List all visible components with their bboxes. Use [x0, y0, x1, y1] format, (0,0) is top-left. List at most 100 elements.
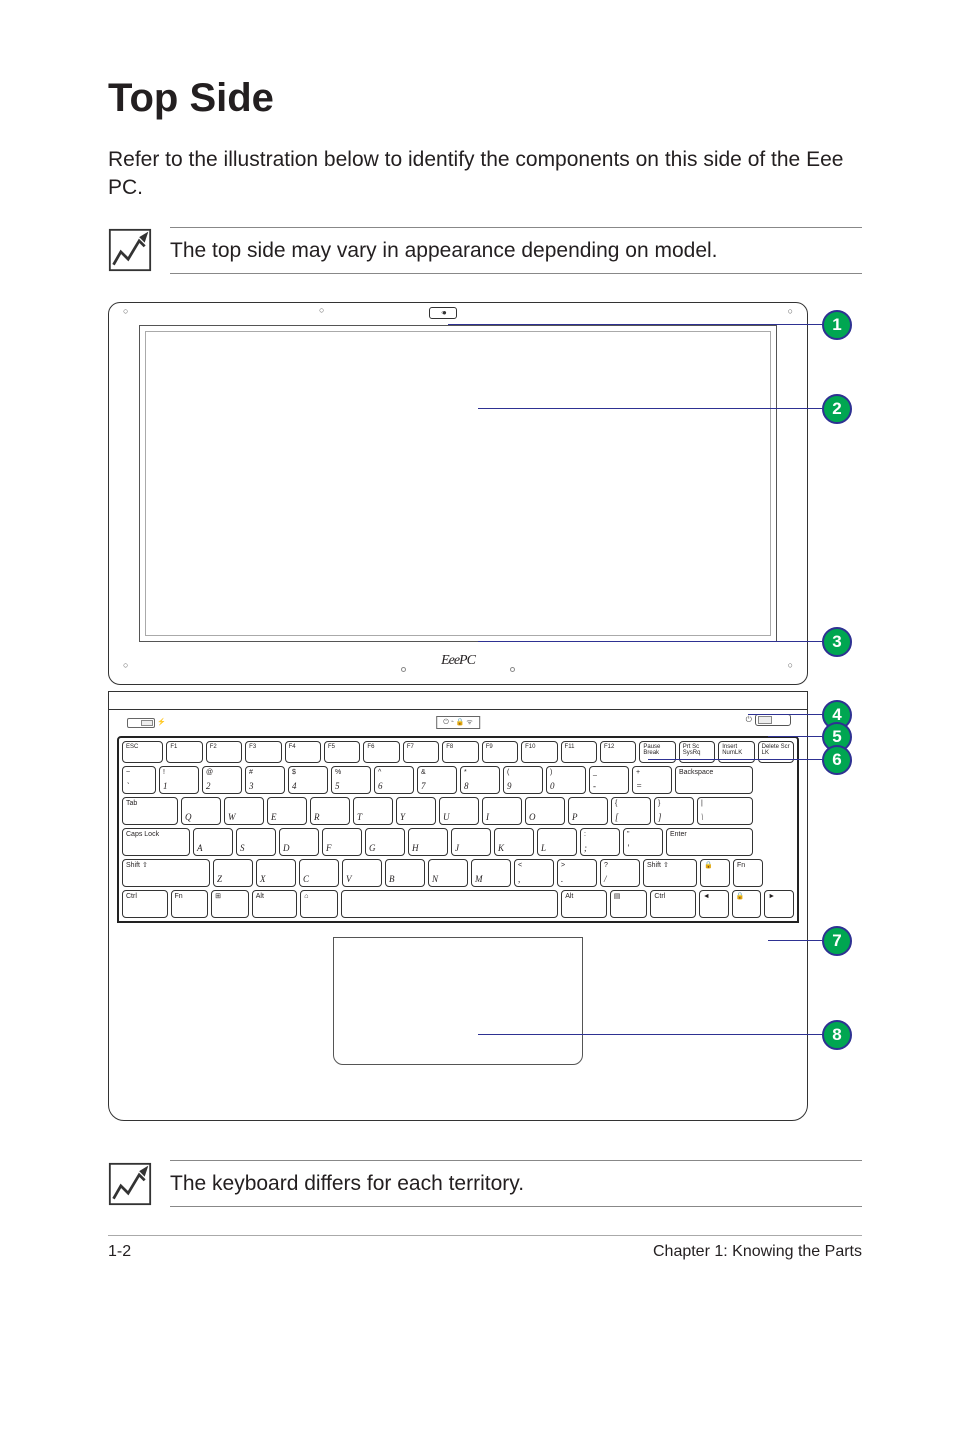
key: H: [408, 828, 448, 856]
display-panel: [139, 325, 777, 642]
key: E: [267, 797, 307, 825]
key: F2: [206, 741, 242, 763]
key: ?/: [600, 859, 640, 887]
callout-2: 2: [478, 394, 852, 424]
key: I: [482, 797, 522, 825]
chapter-label: Chapter 1: Knowing the Parts: [653, 1242, 862, 1263]
key: 🔒: [700, 859, 730, 887]
key: Caps Lock: [122, 828, 190, 856]
key: ~`: [122, 766, 156, 794]
hinge-strip: [109, 692, 807, 710]
key: F6: [363, 741, 399, 763]
key: [341, 890, 558, 918]
key: :;: [580, 828, 620, 856]
key: Fn: [171, 890, 209, 918]
note-bottom: The keyboard differs for each territory.: [108, 1160, 862, 1207]
key: J: [451, 828, 491, 856]
page-footer: 1-2 Chapter 1: Knowing the Parts: [108, 1235, 862, 1263]
key: "': [623, 828, 663, 856]
key: Q: [181, 797, 221, 825]
key: Ctrl: [650, 890, 696, 918]
key: ►: [764, 890, 794, 918]
page-number: 1-2: [108, 1242, 131, 1263]
key: <,: [514, 859, 554, 887]
status-indicators: ⏻ ⌁ 🔒 ᯤ: [436, 716, 480, 729]
key: }]: [654, 797, 694, 825]
key: G: [365, 828, 405, 856]
intro-text: Refer to the illustration below to ident…: [108, 146, 862, 203]
laptop-diagram: ○ ◦● EeePC ○○ ⚡ ⏻ ⌁ 🔒 ᯤ ⏻ ESCF1F2F3F4F5F…: [108, 302, 862, 1132]
note-icon: [108, 1162, 152, 1206]
key: D: [279, 828, 319, 856]
key: T: [353, 797, 393, 825]
key: >.: [557, 859, 597, 887]
note-bottom-text: The keyboard differs for each territory.: [170, 1172, 524, 1195]
key: Tab: [122, 797, 178, 825]
key: F9: [482, 741, 518, 763]
key: ESC: [122, 741, 163, 763]
key: |\: [697, 797, 753, 825]
key: F7: [403, 741, 439, 763]
key: Shift ⇧: [122, 859, 210, 887]
key: &7: [417, 766, 457, 794]
key: W: [224, 797, 264, 825]
key: X: [256, 859, 296, 887]
key: O: [525, 797, 565, 825]
key: %5: [331, 766, 371, 794]
note-top-text: The top side may vary in appearance depe…: [170, 239, 718, 262]
key: F11: [561, 741, 597, 763]
key: Y: [396, 797, 436, 825]
key: F4: [285, 741, 321, 763]
key: $4: [288, 766, 328, 794]
key: N: [428, 859, 468, 887]
key: Ctrl: [122, 890, 168, 918]
callout-3: 3: [478, 627, 852, 657]
key: *8: [460, 766, 500, 794]
key: 🔒: [732, 890, 762, 918]
key: Alt: [252, 890, 298, 918]
key: Fn: [733, 859, 763, 887]
key: K: [494, 828, 534, 856]
key: C: [299, 859, 339, 887]
key: U: [439, 797, 479, 825]
key: Alt: [561, 890, 607, 918]
left-switch: ⚡: [127, 718, 166, 728]
key: S: [236, 828, 276, 856]
key: ⊞: [211, 890, 249, 918]
key: ▤: [610, 890, 648, 918]
key: P: [568, 797, 608, 825]
key: V: [342, 859, 382, 887]
key: @2: [202, 766, 242, 794]
key: Enter: [666, 828, 753, 856]
key: F3: [245, 741, 281, 763]
key: ◄: [699, 890, 729, 918]
callout-8: 8: [478, 1020, 852, 1050]
key: M: [471, 859, 511, 887]
key: )0: [546, 766, 586, 794]
callout-7: 7: [768, 926, 852, 956]
key: Shift ⇧: [643, 859, 697, 887]
key: B: [385, 859, 425, 887]
key: {[: [611, 797, 651, 825]
key: !1: [159, 766, 199, 794]
key: F1: [166, 741, 202, 763]
key: F12: [600, 741, 636, 763]
key: #3: [245, 766, 285, 794]
key: (9: [503, 766, 543, 794]
key: L: [537, 828, 577, 856]
key: F: [322, 828, 362, 856]
key: F10: [521, 741, 557, 763]
key: A: [193, 828, 233, 856]
key: F5: [324, 741, 360, 763]
key: ^6: [374, 766, 414, 794]
note-top: The top side may vary in appearance depe…: [108, 227, 862, 274]
page-title: Top Side: [108, 72, 862, 124]
callout-6: 6: [648, 745, 852, 775]
note-icon: [108, 228, 152, 272]
key: Z: [213, 859, 253, 887]
key: R: [310, 797, 350, 825]
callout-1: 1: [448, 310, 852, 340]
key: ⌂: [300, 890, 338, 918]
key: F8: [442, 741, 478, 763]
key: _-: [589, 766, 629, 794]
